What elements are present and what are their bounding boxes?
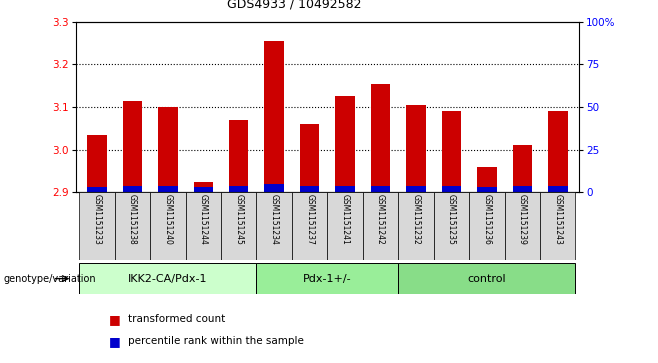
Text: GSM1151245: GSM1151245 [234, 195, 243, 245]
Bar [221, 192, 257, 260]
Text: GSM1151241: GSM1151241 [341, 195, 349, 245]
Text: transformed count: transformed count [128, 314, 226, 325]
Bar [300, 185, 319, 192]
Text: IKK2-CA/Pdx-1: IKK2-CA/Pdx-1 [128, 274, 207, 284]
Bar [150, 192, 186, 260]
Text: GSM1151235: GSM1151235 [447, 195, 456, 245]
Bar [406, 185, 426, 192]
Bar [336, 185, 355, 192]
Bar [88, 187, 107, 192]
Text: GSM1151232: GSM1151232 [411, 195, 420, 245]
Text: GSM1151242: GSM1151242 [376, 195, 385, 245]
Text: GSM1151244: GSM1151244 [199, 195, 208, 245]
Bar [229, 185, 249, 192]
Bar [265, 184, 284, 192]
Text: GSM1151238: GSM1151238 [128, 195, 137, 245]
Bar [257, 192, 292, 260]
Text: percentile rank within the sample: percentile rank within the sample [128, 336, 304, 346]
Bar [300, 124, 319, 192]
Bar [406, 105, 426, 192]
Bar [158, 107, 178, 192]
Text: ■: ■ [109, 335, 120, 348]
Bar [88, 135, 107, 192]
Bar [548, 111, 567, 192]
Bar [79, 192, 114, 260]
Text: GSM1151239: GSM1151239 [518, 195, 527, 245]
Bar [114, 192, 150, 260]
Bar [505, 192, 540, 260]
Text: Pdx-1+/-: Pdx-1+/- [303, 274, 351, 284]
Bar [327, 192, 363, 260]
Text: GSM1151233: GSM1151233 [92, 195, 101, 245]
Bar [370, 83, 390, 192]
Bar [363, 192, 398, 260]
Bar [513, 185, 532, 192]
Bar [370, 185, 390, 192]
Text: GSM1151240: GSM1151240 [163, 195, 172, 245]
Bar [477, 167, 497, 192]
Text: GSM1151236: GSM1151236 [482, 195, 492, 245]
Text: GSM1151234: GSM1151234 [270, 195, 279, 245]
Bar [257, 263, 398, 294]
Bar [442, 111, 461, 192]
Bar [193, 182, 213, 192]
Bar [469, 192, 505, 260]
Bar [336, 97, 355, 192]
Bar [442, 185, 461, 192]
Bar [158, 185, 178, 192]
Text: GDS4933 / 10492582: GDS4933 / 10492582 [227, 0, 362, 11]
Bar [193, 187, 213, 192]
Text: GSM1151243: GSM1151243 [553, 195, 563, 245]
Bar [292, 192, 327, 260]
Text: GSM1151237: GSM1151237 [305, 195, 314, 245]
Bar [265, 41, 284, 192]
Bar [398, 192, 434, 260]
Bar [477, 187, 497, 192]
Bar [513, 146, 532, 192]
Text: control: control [468, 274, 506, 284]
Text: ■: ■ [109, 313, 120, 326]
Bar [398, 263, 576, 294]
Text: genotype/variation: genotype/variation [3, 274, 96, 284]
Bar [122, 185, 142, 192]
Bar [186, 192, 221, 260]
Bar [434, 192, 469, 260]
Bar [229, 120, 249, 192]
Bar [79, 263, 257, 294]
Bar [548, 185, 567, 192]
Bar [122, 101, 142, 192]
Bar [540, 192, 576, 260]
